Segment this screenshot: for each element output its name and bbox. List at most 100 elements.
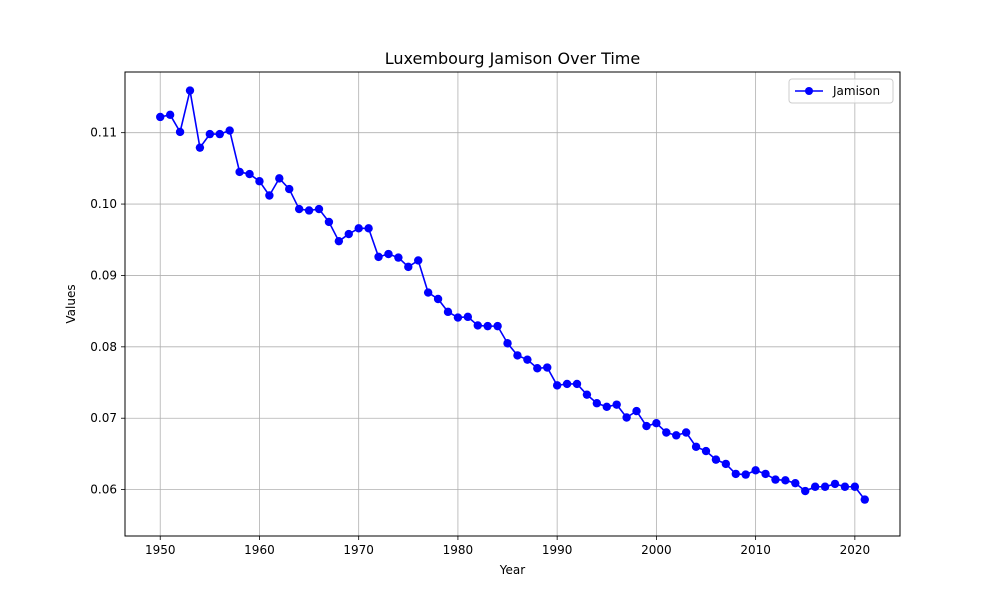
x-tick-label: 1960 bbox=[244, 543, 275, 557]
x-tick-label: 1990 bbox=[542, 543, 573, 557]
data-point bbox=[245, 169, 254, 179]
data-point bbox=[711, 455, 721, 464]
data-point bbox=[414, 256, 423, 265]
data-point bbox=[374, 252, 383, 262]
grid-lines bbox=[125, 72, 900, 536]
data-point bbox=[642, 421, 651, 431]
data-point bbox=[830, 479, 840, 489]
x-tick-label: 1950 bbox=[145, 543, 176, 557]
data-point bbox=[394, 253, 403, 262]
data-point bbox=[493, 321, 502, 331]
data-point bbox=[701, 446, 711, 456]
data-point bbox=[850, 482, 860, 491]
data-point bbox=[741, 470, 750, 479]
data-point bbox=[364, 224, 373, 233]
y-tick-label: 0.07 bbox=[90, 411, 117, 425]
data-point bbox=[810, 482, 820, 491]
y-tick-label: 0.06 bbox=[90, 483, 117, 497]
data-point bbox=[225, 126, 234, 135]
y-axis-ticks: 0.06 0.07 0.08 0.09 0.10 0.11 bbox=[90, 126, 125, 497]
data-point bbox=[592, 399, 602, 408]
y-tick-label: 0.10 bbox=[90, 197, 117, 211]
y-axis-label: Values bbox=[64, 284, 78, 323]
data-point bbox=[443, 307, 453, 317]
data-point bbox=[334, 236, 344, 246]
data-point bbox=[761, 469, 770, 479]
data-point bbox=[662, 428, 671, 437]
data-point bbox=[294, 204, 304, 214]
data-point bbox=[275, 174, 284, 183]
data-point bbox=[215, 129, 224, 139]
data-point bbox=[404, 262, 413, 272]
data-point bbox=[453, 313, 463, 322]
series-layer bbox=[156, 86, 869, 504]
data-point bbox=[840, 482, 850, 491]
data-point bbox=[622, 413, 631, 422]
data-point bbox=[314, 204, 324, 214]
data-point bbox=[265, 191, 274, 200]
x-tick-label: 1970 bbox=[343, 543, 374, 557]
x-tick-label: 1980 bbox=[443, 543, 474, 557]
data-point bbox=[751, 466, 760, 475]
data-point bbox=[691, 442, 701, 451]
data-point bbox=[175, 127, 185, 137]
data-point bbox=[473, 321, 482, 330]
data-point bbox=[156, 112, 165, 122]
data-point bbox=[582, 390, 592, 399]
data-point bbox=[423, 288, 433, 297]
data-point bbox=[304, 206, 314, 215]
y-tick-label: 0.08 bbox=[90, 340, 117, 354]
data-point bbox=[384, 249, 393, 259]
data-point bbox=[463, 312, 473, 322]
x-tick-label: 2010 bbox=[740, 543, 771, 557]
data-point bbox=[731, 469, 740, 479]
data-point bbox=[513, 351, 522, 360]
data-point bbox=[195, 143, 205, 152]
data-point bbox=[652, 419, 661, 428]
data-point bbox=[781, 476, 790, 485]
data-point bbox=[255, 177, 264, 186]
data-point bbox=[235, 167, 244, 177]
data-point bbox=[324, 217, 334, 227]
data-point bbox=[433, 294, 443, 304]
data-point bbox=[285, 184, 294, 194]
data-point bbox=[632, 406, 641, 416]
data-point bbox=[681, 428, 691, 437]
y-tick-label: 0.09 bbox=[90, 268, 117, 282]
data-point bbox=[483, 321, 492, 331]
x-tick-label: 2000 bbox=[641, 543, 672, 557]
data-point bbox=[801, 486, 810, 496]
legend-marker-swatch bbox=[805, 87, 813, 95]
data-point bbox=[185, 86, 195, 95]
data-point bbox=[543, 363, 552, 372]
plot-area-frame bbox=[124, 71, 901, 537]
data-point bbox=[771, 475, 780, 484]
data-point bbox=[612, 400, 621, 409]
x-axis-ticks: 1950 1960 1970 1980 1990 2000 2010 2020 bbox=[145, 536, 870, 557]
data-point bbox=[820, 482, 830, 491]
x-axis-label: Year bbox=[499, 563, 525, 577]
x-tick-label: 2020 bbox=[840, 543, 871, 557]
data-point bbox=[791, 478, 800, 488]
legend: Jamison bbox=[788, 78, 894, 104]
data-point bbox=[354, 224, 363, 233]
data-point bbox=[503, 339, 512, 348]
data-point bbox=[552, 381, 562, 390]
data-point bbox=[533, 364, 542, 373]
legend-box bbox=[788, 78, 894, 104]
data-point bbox=[602, 402, 611, 411]
data-point bbox=[672, 431, 681, 440]
y-tick-label: 0.11 bbox=[90, 126, 117, 140]
data-point bbox=[523, 355, 532, 364]
data-point bbox=[562, 379, 572, 389]
data-point bbox=[205, 129, 215, 139]
data-point bbox=[344, 229, 353, 239]
legend-entry-jamison: Jamison bbox=[832, 84, 880, 98]
data-point bbox=[165, 110, 175, 120]
data-point bbox=[721, 459, 731, 469]
data-point bbox=[860, 495, 869, 504]
data-point bbox=[572, 379, 582, 389]
chart-title: Luxembourg Jamison Over Time bbox=[385, 49, 640, 68]
